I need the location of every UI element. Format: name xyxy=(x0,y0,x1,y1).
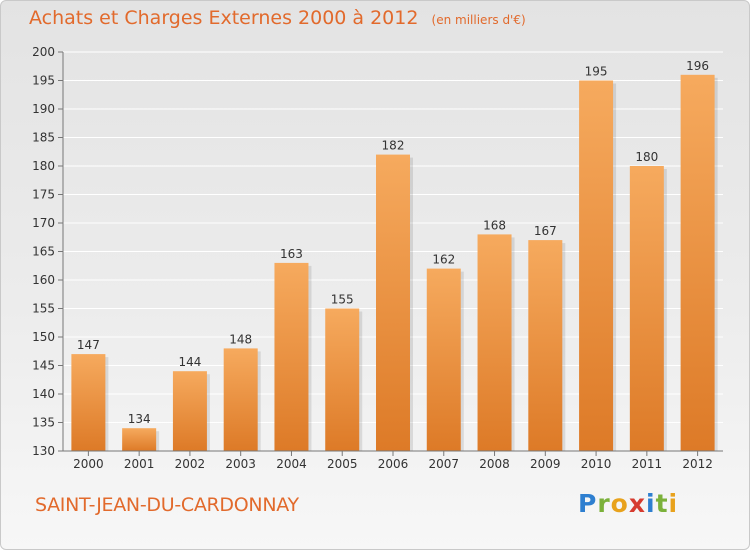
y-tick-label: 185 xyxy=(32,131,55,145)
y-tick-label: 170 xyxy=(32,216,55,230)
data-label: 196 xyxy=(686,59,709,73)
data-label: 148 xyxy=(229,332,252,346)
y-axis: 130 135 140 145 150 155 160 165 170 175 180 185 190 1… xyxy=(32,45,64,458)
bar[interactable] xyxy=(325,308,360,452)
y-tick-label: 175 xyxy=(32,188,55,202)
x-tick-label: 2000 xyxy=(73,457,104,471)
data-label: 147 xyxy=(77,338,100,352)
x-tick-label: 2001 xyxy=(124,457,155,471)
data-label: 195 xyxy=(585,65,608,79)
x-axis: 2000 2001 2002 2003 2004 2005 2006 2007 2008 2009… xyxy=(63,450,723,471)
bar[interactable] xyxy=(223,348,258,451)
chart-subtitle: (en milliers d'€) xyxy=(431,13,526,27)
bar[interactable] xyxy=(680,74,715,452)
x-tick-label: 2007 xyxy=(428,457,459,471)
bar[interactable] xyxy=(528,240,563,451)
y-tick-label: 150 xyxy=(32,330,55,344)
y-tick-label: 140 xyxy=(32,387,55,401)
x-tick-label: 2012 xyxy=(682,457,713,471)
x-tick-label: 2010 xyxy=(581,457,612,471)
y-tick-label: 155 xyxy=(32,302,55,316)
bars xyxy=(71,74,718,452)
data-label: 167 xyxy=(534,224,557,238)
bar[interactable] xyxy=(579,80,614,452)
y-tick-label: 145 xyxy=(32,359,55,373)
data-label: 162 xyxy=(432,253,455,267)
x-tick-label: 2005 xyxy=(327,457,358,471)
data-label: 180 xyxy=(635,150,658,164)
y-tick-label: 200 xyxy=(32,45,55,59)
chart-title: Achats et Charges Externes 2000 à 2012 xyxy=(29,7,419,29)
x-tick-label: 2011 xyxy=(632,457,663,471)
data-label: 134 xyxy=(128,412,151,426)
data-label: 182 xyxy=(382,139,405,153)
y-tick-label: 165 xyxy=(32,245,55,259)
data-label: 144 xyxy=(178,355,201,369)
x-tick-label: 2009 xyxy=(530,457,561,471)
city-name: SAINT-JEAN-DU-CARDONNAY xyxy=(35,494,299,516)
x-tick-label: 2006 xyxy=(378,457,409,471)
y-tick-label: 135 xyxy=(32,416,55,430)
data-label: 168 xyxy=(483,218,506,232)
chart-header: Achats et Charges Externes 2000 à 2012 (… xyxy=(29,7,526,29)
proxiti-logo[interactable]: Proxiti xyxy=(578,489,679,518)
y-tick-label: 195 xyxy=(32,74,55,88)
bar[interactable] xyxy=(71,354,106,451)
bar[interactable] xyxy=(122,428,157,451)
x-tick-label: 2002 xyxy=(175,457,206,471)
data-label: 155 xyxy=(331,293,354,307)
y-tick-label: 190 xyxy=(32,102,55,116)
x-tick-label: 2008 xyxy=(479,457,510,471)
bar[interactable] xyxy=(477,234,512,451)
bar[interactable] xyxy=(426,268,461,451)
y-tick-label: 160 xyxy=(32,273,55,287)
data-label: 163 xyxy=(280,247,303,261)
y-tick-label: 130 xyxy=(32,444,55,458)
x-tick-label: 2003 xyxy=(225,457,256,471)
y-tick-label: 180 xyxy=(32,159,55,173)
x-tick-label: 2004 xyxy=(276,457,307,471)
bar[interactable] xyxy=(629,166,664,451)
bar[interactable] xyxy=(274,262,309,451)
bar[interactable] xyxy=(376,154,410,451)
data-labels: 147 134 144 148 163 155 182 162 168 167 195 180 196 xyxy=(77,59,709,426)
bar[interactable] xyxy=(172,371,207,451)
